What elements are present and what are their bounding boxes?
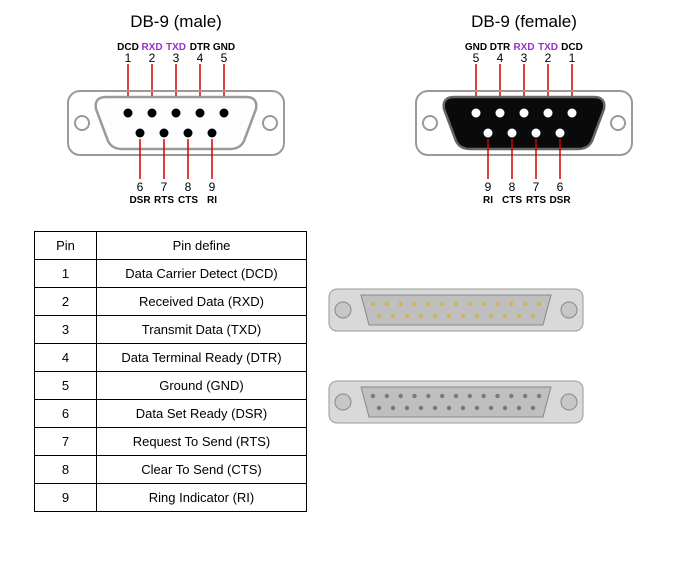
table-row: 8Clear To Send (CTS) <box>35 456 307 484</box>
svg-text:7: 7 <box>533 180 540 194</box>
table-cell: Request To Send (RTS) <box>97 428 307 456</box>
svg-text:3: 3 <box>521 51 528 65</box>
table-row: 7Request To Send (RTS) <box>35 428 307 456</box>
table-header-cell: Pin <box>35 232 97 260</box>
svg-text:5: 5 <box>221 51 228 65</box>
table-row: 6Data Set Ready (DSR) <box>35 400 307 428</box>
svg-text:CTS: CTS <box>502 195 522 206</box>
table-cell: Data Terminal Ready (DTR) <box>97 344 307 372</box>
db25-male-photo <box>325 271 587 349</box>
table-cell: 9 <box>35 484 97 512</box>
svg-text:DSR: DSR <box>129 195 151 206</box>
table-cell: 7 <box>35 428 97 456</box>
table-cell: 4 <box>35 344 97 372</box>
table-cell: 2 <box>35 288 97 316</box>
db9-female-title: DB-9 (female) <box>409 12 639 32</box>
db25-female-photo <box>325 363 587 441</box>
svg-text:1: 1 <box>125 51 132 65</box>
svg-text:9: 9 <box>209 180 216 194</box>
table-row: 5Ground (GND) <box>35 372 307 400</box>
table-row: 4Data Terminal Ready (DTR) <box>35 344 307 372</box>
table-body: 1Data Carrier Detect (DCD)2Received Data… <box>35 260 307 512</box>
table-cell: 8 <box>35 456 97 484</box>
table-cell: Data Set Ready (DSR) <box>97 400 307 428</box>
table-cell: Ring Indicator (RI) <box>97 484 307 512</box>
table-cell: Received Data (RXD) <box>97 288 307 316</box>
table-header-row: PinPin define <box>35 232 307 260</box>
svg-text:6: 6 <box>557 180 564 194</box>
photo-area <box>325 271 587 441</box>
table-cell: 3 <box>35 316 97 344</box>
svg-text:RTS: RTS <box>154 195 174 206</box>
svg-text:RI: RI <box>207 195 217 206</box>
svg-text:CTS: CTS <box>178 195 198 206</box>
svg-text:5: 5 <box>473 51 480 65</box>
connectors-row: DB-9 (male) DCD1RXD2TXD3DTR4GND56DSR7RTS… <box>12 12 688 213</box>
bottom-row: PinPin define 1Data Carrier Detect (DCD)… <box>12 231 688 512</box>
db9-male-title: DB-9 (male) <box>61 12 291 32</box>
svg-text:7: 7 <box>161 180 168 194</box>
db9-female-block: DB-9 (female) GND5DTR4RXD3TXD2DCD19RI8CT… <box>409 12 639 213</box>
svg-text:DSR: DSR <box>549 195 571 206</box>
table-row: 2Received Data (RXD) <box>35 288 307 316</box>
db9-female-diagram: GND5DTR4RXD3TXD2DCD19RI8CTS7RTS6DSR <box>409 38 639 208</box>
svg-text:RTS: RTS <box>526 195 546 206</box>
table-row: 9Ring Indicator (RI) <box>35 484 307 512</box>
db9-male-diagram: DCD1RXD2TXD3DTR4GND56DSR7RTS8CTS9RI <box>61 38 291 208</box>
svg-text:1: 1 <box>569 51 576 65</box>
table-header-cell: Pin define <box>97 232 307 260</box>
table-cell: 1 <box>35 260 97 288</box>
svg-text:2: 2 <box>149 51 156 65</box>
svg-text:6: 6 <box>137 180 144 194</box>
db9-male-block: DB-9 (male) DCD1RXD2TXD3DTR4GND56DSR7RTS… <box>61 12 291 213</box>
svg-text:9: 9 <box>485 180 492 194</box>
table-cell: 5 <box>35 372 97 400</box>
table-cell: Data Carrier Detect (DCD) <box>97 260 307 288</box>
svg-text:2: 2 <box>545 51 552 65</box>
svg-text:RI: RI <box>483 195 493 206</box>
table-row: 1Data Carrier Detect (DCD) <box>35 260 307 288</box>
table-cell: 6 <box>35 400 97 428</box>
table-cell: Ground (GND) <box>97 372 307 400</box>
svg-text:8: 8 <box>509 180 516 194</box>
svg-text:8: 8 <box>185 180 192 194</box>
table-cell: Clear To Send (CTS) <box>97 456 307 484</box>
svg-text:4: 4 <box>197 51 204 65</box>
table-cell: Transmit Data (TXD) <box>97 316 307 344</box>
table-row: 3Transmit Data (TXD) <box>35 316 307 344</box>
svg-text:3: 3 <box>173 51 180 65</box>
svg-text:4: 4 <box>497 51 504 65</box>
pin-definition-table: PinPin define 1Data Carrier Detect (DCD)… <box>34 231 307 512</box>
